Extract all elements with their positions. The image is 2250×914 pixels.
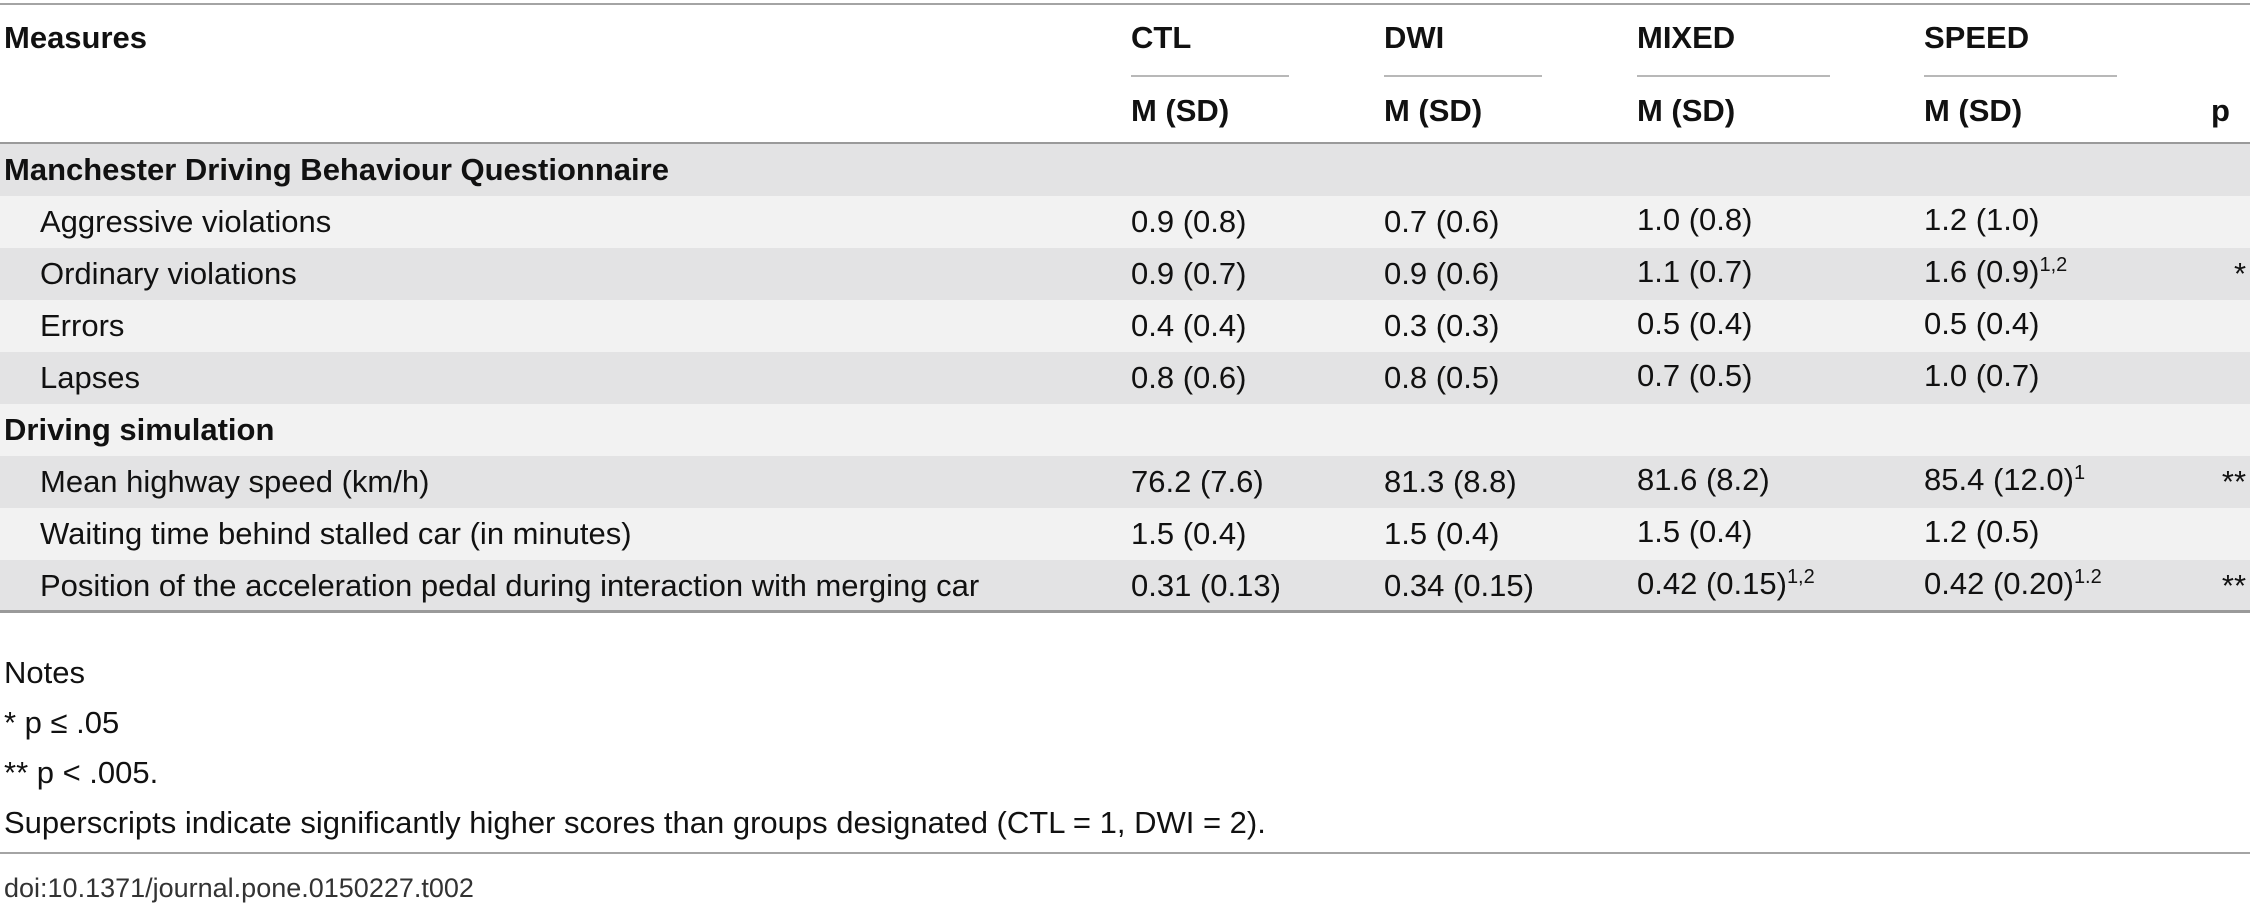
subheader-speed: M (SD) xyxy=(1924,93,2023,128)
cell-speed-sup: 1 xyxy=(2073,462,2086,484)
group-underline-ctl xyxy=(1131,75,1289,77)
subheader-dwi: M (SD) xyxy=(1384,93,1483,128)
group-underline-dwi xyxy=(1384,75,1542,77)
cell-speed-value: 1.6 (0.9) xyxy=(1924,254,2040,289)
cell-speed: 1.6 (0.9)1,2 xyxy=(1924,248,2194,300)
doi-rule xyxy=(0,852,2250,854)
row-label: Waiting time behind stalled car (in minu… xyxy=(0,508,1131,560)
results-table: Manchester Driving Behaviour Questionnai… xyxy=(0,144,2250,612)
bottom-rule xyxy=(0,610,2250,613)
cell-p: ** xyxy=(2194,560,2250,612)
cell-mixed: 81.6 (8.2) xyxy=(1637,456,1924,508)
table-row: Ordinary violations 0.9 (0.7) 0.9 (0.6) … xyxy=(0,248,2250,300)
cell-p xyxy=(2194,508,2250,560)
cell-ctl: 1.5 (0.4) xyxy=(1131,508,1384,560)
cell-ctl: 0.8 (0.6) xyxy=(1131,352,1384,404)
cell-ctl: 0.4 (0.4) xyxy=(1131,300,1384,352)
cell-ctl: 0.9 (0.7) xyxy=(1131,248,1384,300)
cell-p: ** xyxy=(2194,456,2250,508)
cell-speed: 85.4 (12.0)1 xyxy=(1924,456,2194,508)
p-header: p xyxy=(2211,93,2230,128)
section-title: Driving simulation xyxy=(0,404,2250,456)
table-row: Aggressive violations 0.9 (0.8) 0.7 (0.6… xyxy=(0,196,2250,248)
table-row: Position of the acceleration pedal durin… xyxy=(0,560,2250,612)
cell-dwi: 81.3 (8.8) xyxy=(1384,456,1637,508)
row-label: Aggressive violations xyxy=(0,196,1131,248)
row-label: Mean highway speed (km/h) xyxy=(0,456,1131,508)
cell-mixed: 1.5 (0.4) xyxy=(1637,508,1924,560)
cell-ctl: 0.31 (0.13) xyxy=(1131,560,1384,612)
cell-speed-value: 1.2 (1.0) xyxy=(1924,202,2040,237)
row-label: Ordinary violations xyxy=(0,248,1131,300)
section-row-mdbq: Manchester Driving Behaviour Questionnai… xyxy=(0,144,2250,196)
cell-speed-value: 1.0 (0.7) xyxy=(1924,358,2040,393)
note-p005: ** p < .005. xyxy=(4,755,159,790)
doi-text[interactable]: doi:10.1371/journal.pone.0150227.t002 xyxy=(4,873,474,903)
cell-mixed-value: 1.0 (0.8) xyxy=(1637,202,1753,237)
group-header-mixed: MIXED xyxy=(1637,20,1736,55)
cell-speed: 0.42 (0.20)1.2 xyxy=(1924,560,2194,612)
cell-ctl: 0.9 (0.8) xyxy=(1131,196,1384,248)
notes-heading: Notes xyxy=(4,655,85,690)
cell-mixed-value: 1.5 (0.4) xyxy=(1637,514,1753,549)
row-label: Position of the acceleration pedal durin… xyxy=(0,560,1131,612)
row-label: Lapses xyxy=(0,352,1131,404)
cell-mixed-value: 0.5 (0.4) xyxy=(1637,306,1753,341)
header-rule xyxy=(0,142,2250,145)
cell-speed-value: 0.5 (0.4) xyxy=(1924,306,2040,341)
cell-speed: 0.5 (0.4) xyxy=(1924,300,2194,352)
measures-header: Measures xyxy=(4,20,148,55)
cell-dwi: 0.8 (0.5) xyxy=(1384,352,1637,404)
cell-mixed: 1.0 (0.8) xyxy=(1637,196,1924,248)
section-row-driving-simulation: Driving simulation xyxy=(0,404,2250,456)
cell-mixed: 0.5 (0.4) xyxy=(1637,300,1924,352)
cell-p: * xyxy=(2194,248,2250,300)
cell-speed-value: 85.4 (12.0) xyxy=(1924,462,2074,497)
section-title: Manchester Driving Behaviour Questionnai… xyxy=(0,144,2250,196)
group-underline-speed xyxy=(1924,75,2117,77)
group-header-ctl: CTL xyxy=(1131,20,1192,55)
group-underline-mixed xyxy=(1637,75,1830,77)
table-notes: Notes * p ≤ .05 ** p < .005. Superscript… xyxy=(4,648,1266,848)
cell-mixed: 0.42 (0.15)1,2 xyxy=(1637,560,1924,612)
top-rule xyxy=(0,3,2250,5)
cell-dwi: 1.5 (0.4) xyxy=(1384,508,1637,560)
table-row: Mean highway speed (km/h) 76.2 (7.6) 81.… xyxy=(0,456,2250,508)
cell-speed: 1.0 (0.7) xyxy=(1924,352,2194,404)
cell-p xyxy=(2194,196,2250,248)
cell-mixed-value: 0.7 (0.5) xyxy=(1637,358,1753,393)
cell-mixed-value: 1.1 (0.7) xyxy=(1637,254,1753,289)
table-row: Waiting time behind stalled car (in minu… xyxy=(0,508,2250,560)
group-header-speed: SPEED xyxy=(1924,20,2030,55)
cell-dwi: 0.7 (0.6) xyxy=(1384,196,1637,248)
cell-speed: 1.2 (0.5) xyxy=(1924,508,2194,560)
subheader-ctl: M (SD) xyxy=(1131,93,1230,128)
cell-speed-sup: 1.2 xyxy=(2073,566,2102,588)
cell-mixed-value: 0.42 (0.15) xyxy=(1637,566,1787,601)
table-row: Errors 0.4 (0.4) 0.3 (0.3) 0.5 (0.4) 0.5… xyxy=(0,300,2250,352)
cell-mixed: 0.7 (0.5) xyxy=(1637,352,1924,404)
row-label: Errors xyxy=(0,300,1131,352)
cell-dwi: 0.34 (0.15) xyxy=(1384,560,1637,612)
note-superscripts: Superscripts indicate significantly high… xyxy=(4,805,1266,840)
cell-mixed: 1.1 (0.7) xyxy=(1637,248,1924,300)
note-p05: * p ≤ .05 xyxy=(4,705,120,740)
subheader-mixed: M (SD) xyxy=(1637,93,1736,128)
cell-dwi: 0.9 (0.6) xyxy=(1384,248,1637,300)
cell-speed-value: 0.42 (0.20) xyxy=(1924,566,2074,601)
cell-p xyxy=(2194,300,2250,352)
cell-mixed-value: 81.6 (8.2) xyxy=(1637,462,1770,497)
cell-speed-sup: 1,2 xyxy=(2039,254,2068,276)
group-header-dwi: DWI xyxy=(1384,20,1445,55)
cell-p xyxy=(2194,352,2250,404)
cell-speed-value: 1.2 (0.5) xyxy=(1924,514,2040,549)
cell-ctl: 76.2 (7.6) xyxy=(1131,456,1384,508)
cell-speed: 1.2 (1.0) xyxy=(1924,196,2194,248)
cell-mixed-sup: 1,2 xyxy=(1786,566,1815,588)
cell-dwi: 0.3 (0.3) xyxy=(1384,300,1637,352)
table-row: Lapses 0.8 (0.6) 0.8 (0.5) 0.7 (0.5) 1.0… xyxy=(0,352,2250,404)
